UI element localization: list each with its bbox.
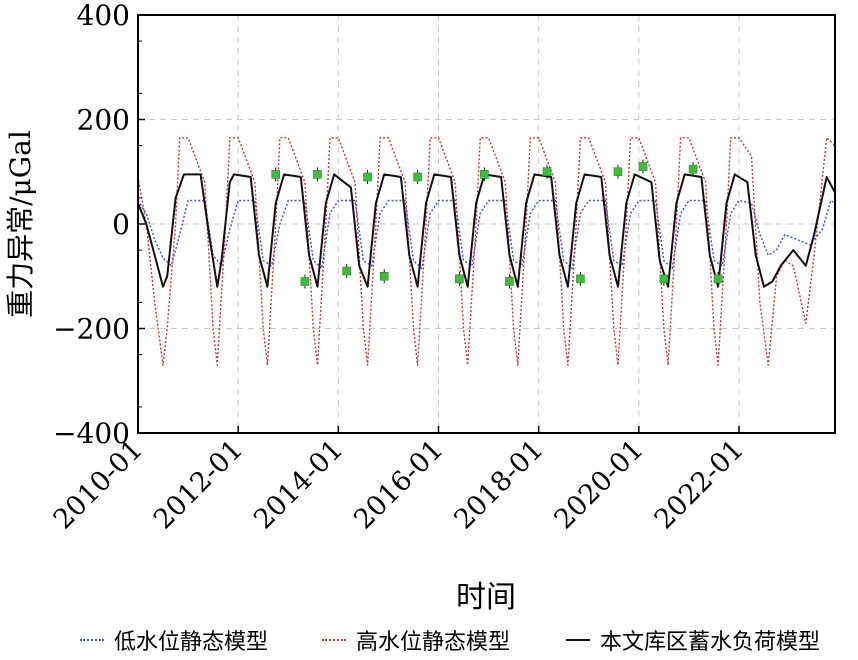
series-lines <box>137 137 836 366</box>
legend-swatch-low-water <box>80 639 104 641</box>
xtick-label-4: 2018-01 <box>448 434 549 535</box>
legend: 低水位静态模型 高水位静态模型 本文库区蓄水负荷模型 <box>0 624 858 656</box>
y-axis-label: 重力异常/μGal <box>4 130 37 318</box>
observation-point-9 <box>505 277 514 286</box>
observation-point-0 <box>271 170 281 179</box>
x-axis-label: 时间 <box>456 580 516 615</box>
series-line-load-model <box>137 173 836 288</box>
ytick-label-2: 0 <box>112 208 130 241</box>
observation-point-3 <box>342 266 351 276</box>
observation-point-4 <box>363 172 372 182</box>
ytick-label-1: 200 <box>77 104 130 137</box>
xtick-label-5: 2020-01 <box>549 434 650 535</box>
legend-item-high-water: 高水位静态模型 <box>322 624 510 656</box>
legend-label-load-model: 本文库区蓄水负荷模型 <box>600 630 821 655</box>
grid-lines <box>138 15 835 433</box>
y-axis-ticks: 400 200 0 −200 −400 <box>53 0 145 450</box>
observation-point-6 <box>413 172 422 182</box>
legend-swatch-high-water <box>322 639 346 641</box>
observation-points <box>271 159 723 289</box>
observation-point-16 <box>713 274 723 284</box>
observation-point-14 <box>659 274 669 284</box>
ytick-label-3: −200 <box>53 313 130 346</box>
observation-point-7 <box>455 274 464 284</box>
series-line-high-water <box>137 137 836 366</box>
observation-point-5 <box>379 271 389 281</box>
legend-item-load-model: 本文库区蓄水负荷模型 <box>566 624 820 656</box>
legend-swatch-load-model <box>566 639 590 641</box>
legend-label-high-water: 高水位静态模型 <box>356 630 511 655</box>
observation-point-12 <box>613 167 623 177</box>
ytick-label-0: 400 <box>77 0 130 32</box>
xtick-label-3: 2016-01 <box>348 434 449 535</box>
observation-point-10 <box>542 167 552 177</box>
series-line-low-water <box>137 199 836 270</box>
observation-point-8 <box>480 170 489 179</box>
xtick-label-2: 2014-01 <box>248 434 349 535</box>
ytick-label-4: −400 <box>53 417 130 450</box>
observation-point-1 <box>300 277 310 286</box>
observation-point-13 <box>638 162 648 171</box>
x-axis-ticks: 2010-012012-012014-012016-012018-012020-… <box>48 426 750 535</box>
legend-label-low-water: 低水位静态模型 <box>114 630 269 655</box>
xtick-label-6: 2022-01 <box>649 434 750 535</box>
observation-point-11 <box>576 274 585 284</box>
observation-point-2 <box>313 170 322 179</box>
observation-point-15 <box>688 164 698 174</box>
xtick-label-1: 2012-01 <box>148 434 249 535</box>
legend-item-low-water: 低水位静态模型 <box>80 624 268 656</box>
